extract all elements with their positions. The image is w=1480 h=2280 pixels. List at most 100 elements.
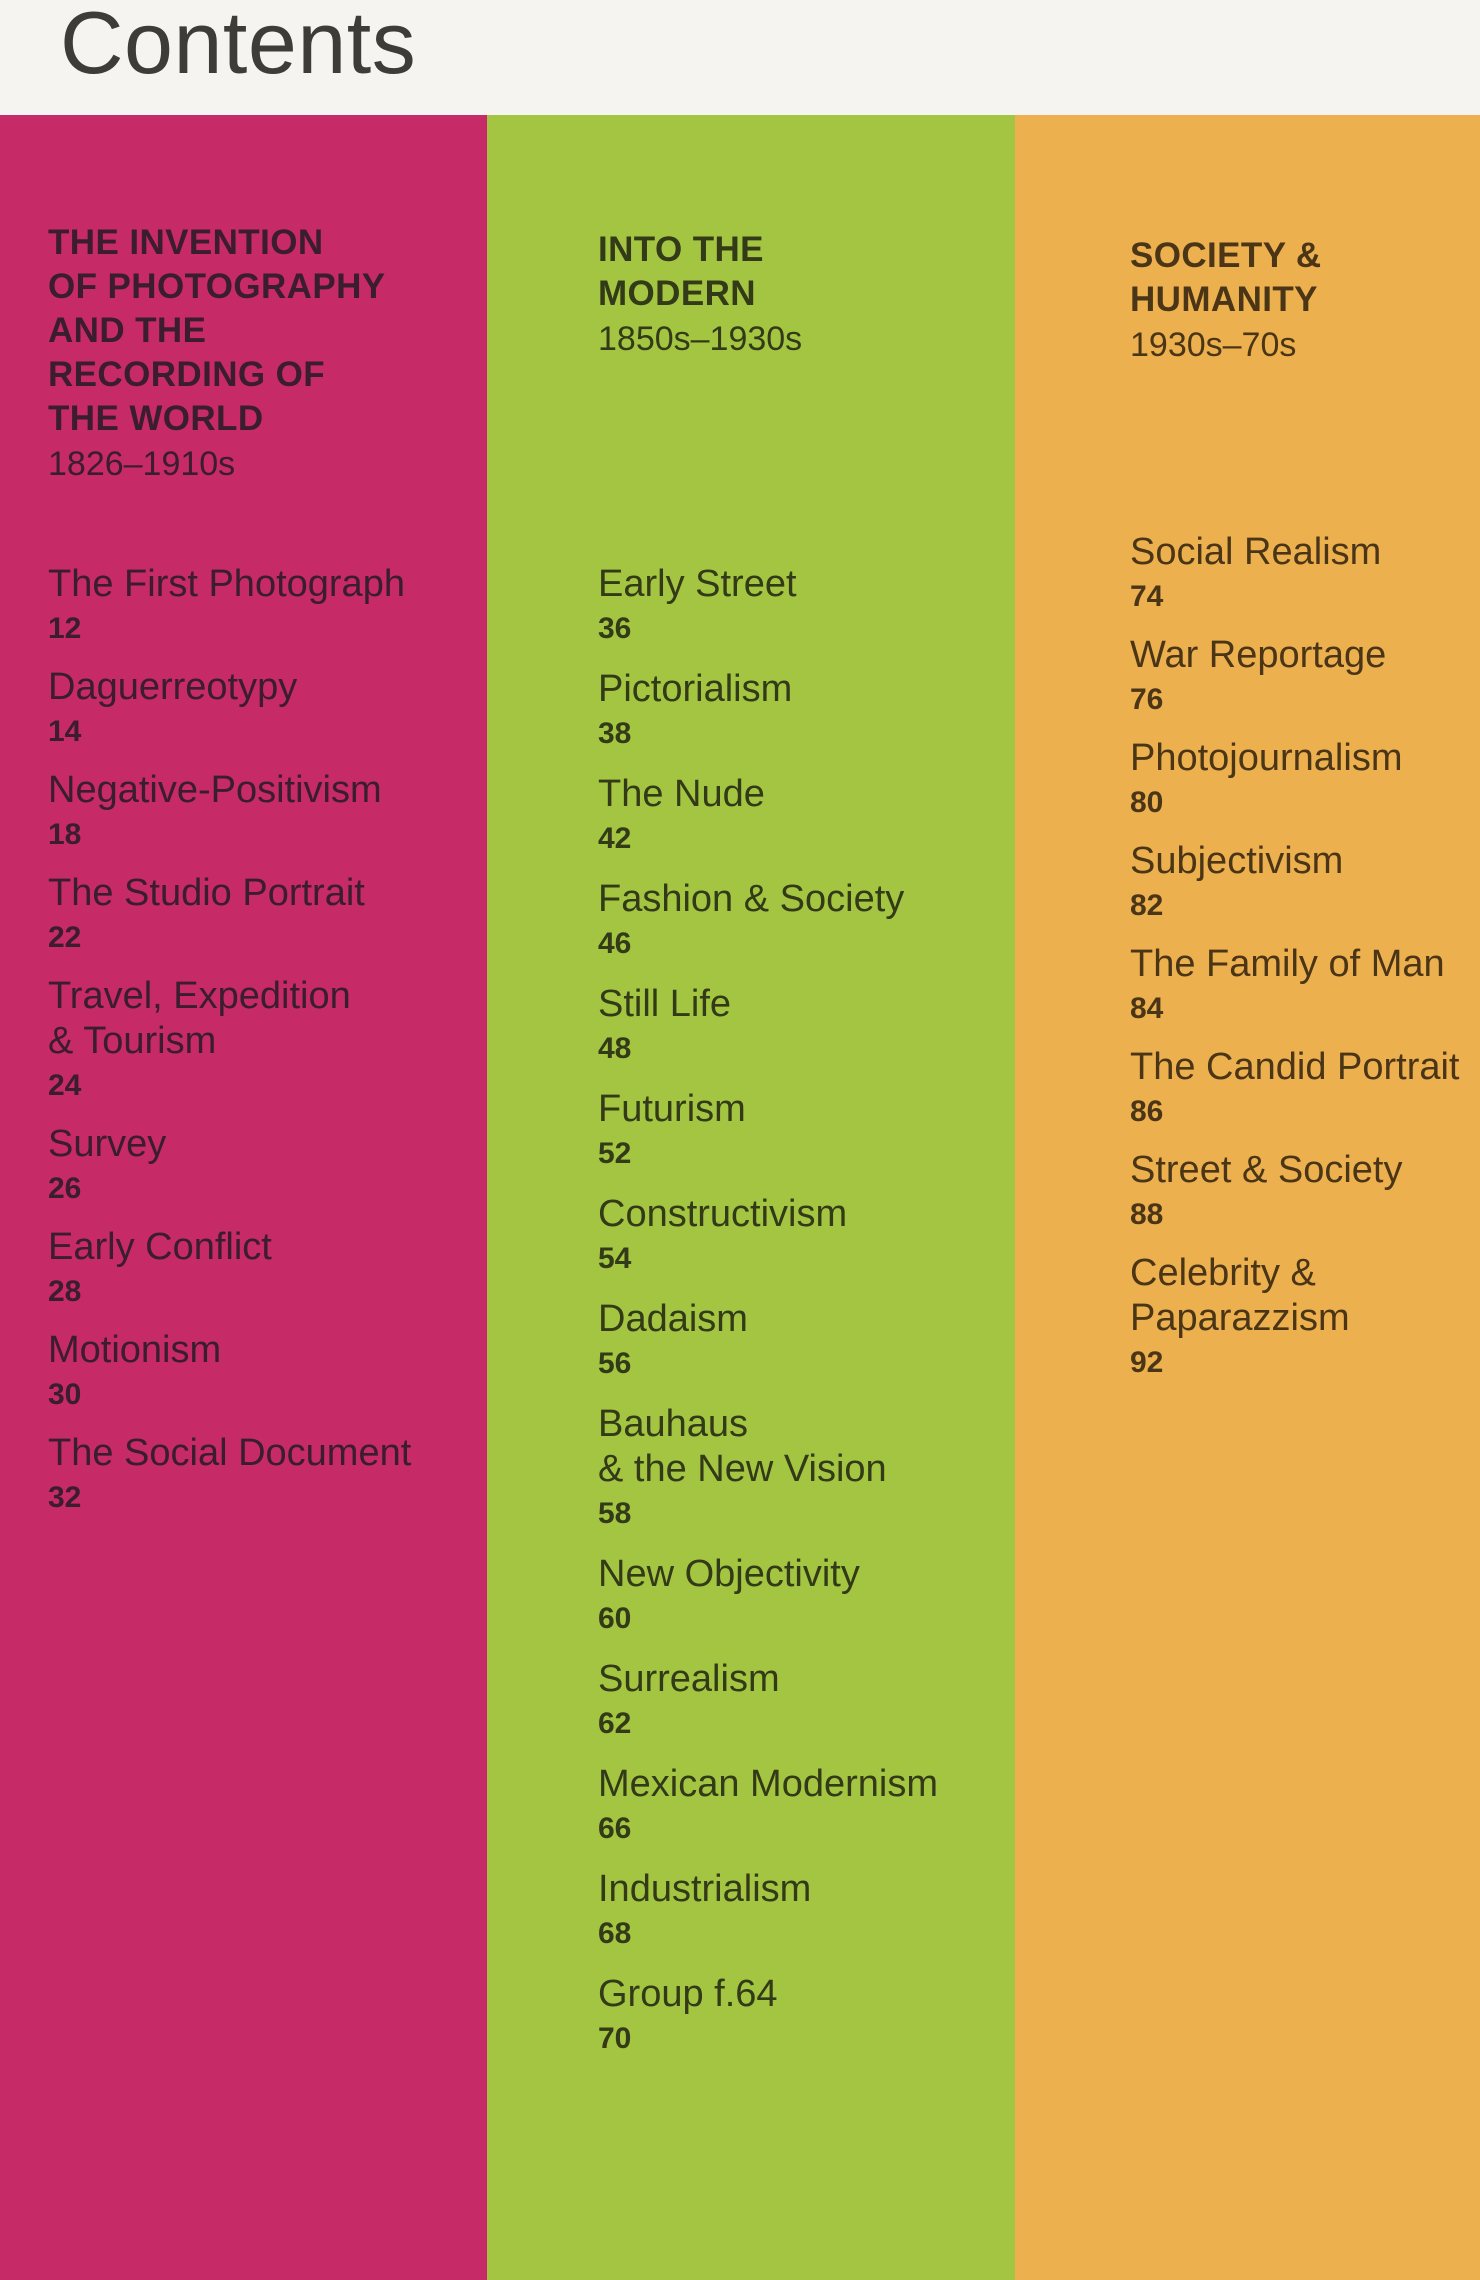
toc-entry-page-number: 88	[1130, 1198, 1164, 1231]
toc-entry-title: Mexican Modernism	[598, 1762, 938, 1807]
toc-entry-page-number: 68	[598, 1917, 632, 1950]
toc-entry-title: Celebrity & Paparazzism	[1130, 1251, 1460, 1341]
toc-entry-page-number: 54	[598, 1242, 632, 1275]
toc-column-into-the-modern: INTO THE MODERN 1850s–1930s Early Street 3…	[487, 115, 1015, 2280]
toc-entry-title: Street & Society	[1130, 1148, 1460, 1193]
toc-entry: Survey 26	[48, 1122, 411, 1211]
toc-entry-title: Motionism	[48, 1328, 411, 1373]
toc-entry-title: The Family of Man	[1130, 942, 1460, 987]
toc-entry: The First Photograph 12	[48, 562, 411, 651]
toc-entry-page-number: 52	[598, 1137, 632, 1170]
toc-entry-title: The Nude	[598, 772, 938, 817]
page-title: Contents	[60, 0, 417, 92]
toc-entry-page-number: 92	[1130, 1346, 1164, 1379]
toc-entry-title: Early Street	[598, 562, 938, 607]
toc-entry-title: Dadaism	[598, 1297, 938, 1342]
toc-entry-page-number: 84	[1130, 992, 1164, 1025]
column-date-range: 1930s–70s	[1130, 326, 1297, 364]
toc-entry-title: Fashion & Society	[598, 877, 938, 922]
toc-entry-title: New Objectivity	[598, 1552, 938, 1597]
toc-entry-page-number: 24	[48, 1069, 82, 1102]
column-title: SOCIETY & HUMANITY	[1130, 234, 1322, 322]
toc-entry: Subjectivism 82	[1130, 839, 1460, 928]
toc-entry-title: The Studio Portrait	[48, 871, 411, 916]
toc-entry: Daguerreotypy 14	[48, 665, 411, 754]
toc-entry-page-number: 62	[598, 1707, 632, 1740]
toc-entry: The Social Document 32	[48, 1431, 411, 1520]
toc-entry-title: Futurism	[598, 1087, 938, 1132]
toc-entry: War Reportage 76	[1130, 633, 1460, 722]
toc-entry-page-number: 18	[48, 818, 82, 851]
toc-entry-title: Negative-Positivism	[48, 768, 411, 813]
column-header: THE INVENTION OF PHOTOGRAPHY AND THE RECORD…	[48, 221, 386, 486]
toc-entry-title-line: Constructivism	[598, 1193, 848, 1235]
column-title-line: OF PHOTOGRAPHY	[48, 267, 386, 306]
toc-entry-title: Pictorialism	[598, 667, 938, 712]
toc-entry-page-number: 28	[48, 1275, 82, 1308]
toc-entry-title: The First Photograph	[48, 562, 411, 607]
column-title-line: AND THE	[48, 311, 207, 350]
toc-entry: The Family of Man 84	[1130, 942, 1460, 1031]
toc-entry-page-number: 22	[48, 921, 82, 954]
toc-entry-title: Constructivism	[598, 1192, 938, 1237]
toc-entry: Early Conflict 28	[48, 1225, 411, 1314]
toc-entry: Mexican Modernism 66	[598, 1762, 938, 1851]
toc-entry-title: Still Life	[598, 982, 938, 1027]
column-title-line: HUMANITY	[1130, 280, 1318, 319]
toc-entry: The Nude 42	[598, 772, 938, 861]
toc-entry-page-number: 66	[598, 1812, 632, 1845]
toc-entry-title: War Reportage	[1130, 633, 1460, 678]
toc-entry-title: Group f.64	[598, 1972, 938, 2017]
toc-entry: Dadaism 56	[598, 1297, 938, 1386]
toc-entry-title-line: Social Realism	[1130, 531, 1382, 573]
toc-entry: Constructivism 54	[598, 1192, 938, 1281]
toc-entry-title-line: Early Conflict	[48, 1226, 272, 1268]
column-title: THE INVENTION OF PHOTOGRAPHY AND THE RECORD…	[48, 221, 386, 441]
toc-entry-title-line: Motionism	[48, 1329, 222, 1371]
toc-entry-title: Daguerreotypy	[48, 665, 411, 710]
toc-entry: Early Street 36	[598, 562, 938, 651]
toc-entry-title-line: Negative-Positivism	[48, 769, 382, 811]
toc-entry-title-line: The First Photograph	[48, 563, 405, 605]
column-date-range: 1850s–1930s	[598, 320, 803, 358]
toc-entry-title: Subjectivism	[1130, 839, 1460, 884]
toc-entry-title-line: The Nude	[598, 773, 765, 815]
toc-entry-page-number: 60	[598, 1602, 632, 1635]
toc-entry-title-line: War Reportage	[1130, 634, 1387, 676]
column-date-range: 1826–1910s	[48, 445, 236, 483]
toc-entry-title-line: Dadaism	[598, 1298, 748, 1340]
column-title-line: MODERN	[598, 274, 756, 313]
toc-entry-page-number: 48	[598, 1032, 632, 1065]
toc-entry-title-line: Fashion & Society	[598, 878, 905, 920]
toc-entry: Still Life 48	[598, 982, 938, 1071]
toc-entry: Social Realism 74	[1130, 530, 1460, 619]
toc-entry: Group f.64 70	[598, 1972, 938, 2061]
toc-entry-title-line: Surrealism	[598, 1658, 780, 1700]
toc-entry-title-line: & Tourism	[48, 1020, 217, 1062]
toc-entry: Travel, Expedition & Tourism 24	[48, 974, 411, 1108]
toc-entry-title-line: Travel, Expedition	[48, 975, 351, 1017]
toc-entry: Pictorialism 38	[598, 667, 938, 756]
toc-entry-title: Travel, Expedition & Tourism	[48, 974, 411, 1064]
toc-entry-title-line: Subjectivism	[1130, 840, 1344, 882]
toc-entry: Celebrity & Paparazzism 92	[1130, 1251, 1460, 1385]
toc-entry-page-number: 80	[1130, 786, 1164, 819]
toc-entry-title-line: Early Street	[598, 563, 797, 605]
toc-column-society-and-humanity: SOCIETY & HUMANITY 1930s–70s Social Reali…	[1015, 115, 1480, 2280]
toc-entry-page-number: 56	[598, 1347, 632, 1380]
toc-entry: Futurism 52	[598, 1087, 938, 1176]
toc-entry-title-line: Street & Society	[1130, 1149, 1403, 1191]
toc-entry-title: Survey	[48, 1122, 411, 1167]
toc-entry: Industrialism 68	[598, 1867, 938, 1956]
column-title-line: INTO THE	[598, 230, 764, 269]
toc-entry-title: The Social Document	[48, 1431, 411, 1476]
toc-entry-page-number: 70	[598, 2022, 632, 2055]
toc-entry-page-number: 30	[48, 1378, 82, 1411]
page-header-band: Contents	[0, 0, 1480, 115]
toc-entry-title-line: Bauhaus	[598, 1403, 749, 1445]
toc-entry: New Objectivity 60	[598, 1552, 938, 1641]
column-title-line: THE WORLD	[48, 399, 264, 438]
toc-entry-title-line: Daguerreotypy	[48, 666, 298, 708]
column-entries: Early Street 36 Pictorialism 38 The Nude 42 Fa…	[598, 562, 938, 2077]
